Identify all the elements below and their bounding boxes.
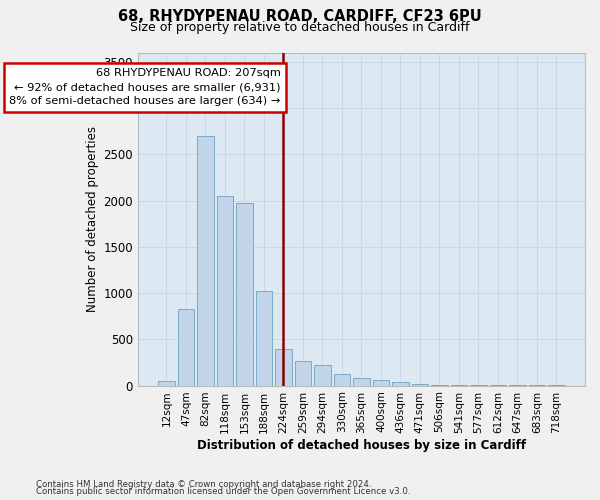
Bar xyxy=(295,360,311,386)
Text: Size of property relative to detached houses in Cardiff: Size of property relative to detached ho… xyxy=(130,22,470,35)
Text: 68, RHYDYPENAU ROAD, CARDIFF, CF23 6PU: 68, RHYDYPENAU ROAD, CARDIFF, CF23 6PU xyxy=(118,9,482,24)
Bar xyxy=(236,204,253,386)
Bar xyxy=(314,365,331,386)
Bar xyxy=(275,350,292,386)
Bar xyxy=(178,309,194,386)
X-axis label: Distribution of detached houses by size in Cardiff: Distribution of detached houses by size … xyxy=(197,440,526,452)
Bar xyxy=(373,380,389,386)
Bar xyxy=(197,136,214,386)
Text: 68 RHYDYPENAU ROAD: 207sqm
← 92% of detached houses are smaller (6,931)
8% of se: 68 RHYDYPENAU ROAD: 207sqm ← 92% of deta… xyxy=(9,68,281,106)
Y-axis label: Number of detached properties: Number of detached properties xyxy=(86,126,99,312)
Bar xyxy=(217,196,233,386)
Bar xyxy=(431,384,448,386)
Text: Contains public sector information licensed under the Open Government Licence v3: Contains public sector information licen… xyxy=(36,488,410,496)
Bar xyxy=(334,374,350,386)
Bar xyxy=(392,382,409,386)
Bar xyxy=(412,384,428,386)
Text: Contains HM Land Registry data © Crown copyright and database right 2024.: Contains HM Land Registry data © Crown c… xyxy=(36,480,371,489)
Bar xyxy=(158,381,175,386)
Bar xyxy=(451,385,467,386)
Bar xyxy=(256,291,272,386)
Bar xyxy=(353,378,370,386)
